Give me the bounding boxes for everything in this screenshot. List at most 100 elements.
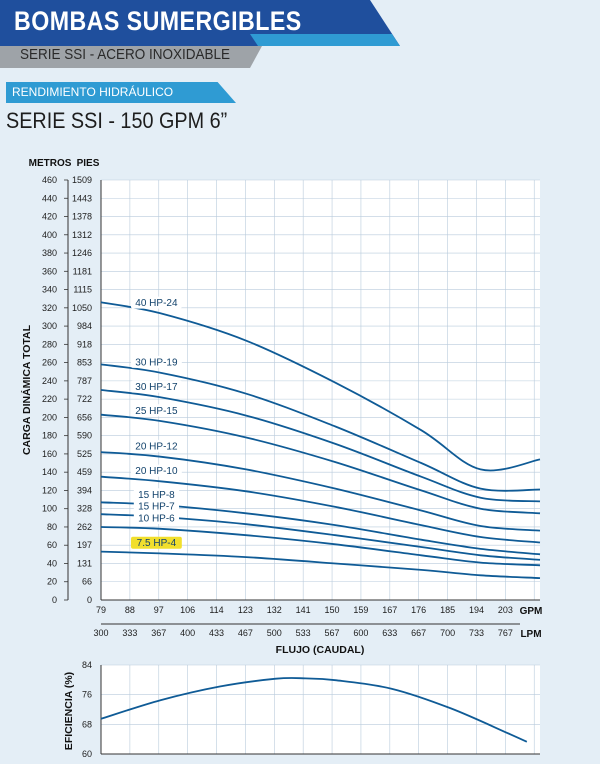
curve-label: 20 HP-10 [135,466,178,477]
y-tick-label-ft: 787 [77,376,92,386]
x-unit-gpm: GPM [520,606,543,617]
y-tick-label-ft: 590 [77,431,92,441]
y-tick-label-ft: 656 [77,412,92,422]
pump-curves: 40 HP-24 30 HP-19 30 HP-17 25 HP-15 20 HP-12… [100,296,541,579]
x-tick-label-gpm: 123 [238,605,253,615]
y-tick-label-ft: 0 [87,595,92,605]
x-tick-label-gpm: 176 [411,605,426,615]
x-tick-label-lpm: 400 [180,628,195,638]
y-tick-label-m: 420 [42,212,57,222]
y-tick-label-ft: 1115 [73,285,92,295]
y-tick-label-m: 360 [42,266,57,276]
header-banner: BOMBAS SUMERGIBLES SERIE SSI - ACERO INO… [0,0,600,70]
x-tick-label-lpm: 767 [498,628,513,638]
y-tick-label-ft: 1509 [72,175,92,185]
y-tick-label-ft: 1246 [72,248,92,258]
chart-title: SERIE SSI - 150 GPM 6” [6,108,228,133]
banner-shapes [0,0,400,68]
curve-label-bg [131,404,182,417]
curve-line [100,451,541,532]
y-tick-label-ft: 394 [77,485,92,495]
y-tick-label-ft: 131 [77,558,92,568]
y-tick-label-m: 140 [42,467,57,477]
x-tick-label-gpm: 97 [154,605,164,615]
x-tick-label-lpm: 567 [325,628,340,638]
y-unit-feet: PIES [77,158,100,169]
y-tick-label-m: 300 [42,321,57,331]
efficiency-curve [100,677,528,743]
y-tick-label-ft: 853 [77,358,92,368]
curve-label-bg [131,536,182,549]
y-tick-label-m: 340 [42,285,57,295]
curve-label-bg [133,512,180,525]
y-tick-label-m: 380 [42,248,57,258]
y-tick-label-m: 400 [42,230,57,240]
curve-label-bg [131,355,182,368]
x-tick-label-lpm: 700 [440,628,455,638]
y-tick-label-ft: 328 [77,504,92,514]
series-subtitle: SERIE SSI - ACERO INOXIDABLE [20,46,231,63]
curve-line [100,301,541,472]
curve-line [100,550,541,579]
x-unit-lpm: LPM [520,629,541,640]
section-tab: RENDIMIENTO HIDRÁULICO [6,82,236,103]
efficiency-axis-title: EFICIENCIA (%) [63,672,75,750]
curve-label: 40 HP-24 [135,298,178,309]
curve-label: 30 HP-19 [135,357,178,368]
y-tick-label-m: 100 [42,504,57,514]
x-tick-label-lpm: 733 [469,628,484,638]
y-tick-label-m: 460 [42,175,57,185]
x-tick-label-lpm: 600 [353,628,368,638]
curve-label: 20 HP-12 [135,441,178,452]
x-tick-label-gpm: 203 [498,605,513,615]
curve-line [100,363,541,492]
x-tick-label-lpm: 633 [382,628,397,638]
y-tick-label-m: 280 [42,339,57,349]
x-tick-label-lpm: 433 [209,628,224,638]
curve-line [100,475,541,544]
y-tick-label-m: 180 [42,431,57,441]
efficiency-tick-label: 68 [82,719,92,729]
y-tick-label-ft: 918 [77,339,92,349]
x-tick-label-gpm: 79 [96,605,106,615]
curve-label-bg [131,380,182,393]
efficiency-grid [101,664,540,754]
x-axis-title: FLUJO (CAUDAL) [276,644,365,656]
y-tick-label-ft: 66 [82,577,92,587]
x-tick-label-gpm: 194 [469,605,484,615]
x-tick-label-lpm: 533 [296,628,311,638]
y-tick-label-ft: 722 [77,394,92,404]
y-tick-label-ft: 525 [77,449,92,459]
y-tick-label-m: 60 [47,540,57,550]
y-tick-label-ft: 262 [77,522,92,532]
y-tick-label-ft: 1181 [73,266,92,276]
efficiency-tick-label: 84 [82,660,92,670]
x-tick-label-gpm: 88 [125,605,135,615]
brand-title: BOMBAS SUMERGIBLES [14,6,302,36]
curve-label: 25 HP-15 [135,406,178,417]
x-tick-label-gpm: 132 [267,605,282,615]
y-tick-label-ft: 1443 [72,193,92,203]
x-tick-label-gpm: 114 [209,605,223,615]
banner-grey-band [0,46,262,68]
y-tick-label-m: 220 [42,394,57,404]
x-tick-label-gpm: 141 [296,605,311,615]
curve-label: 10 HP-6 [138,514,175,525]
banner-light-stripe [250,34,400,46]
x-tick-label-gpm: 185 [440,605,455,615]
y-tick-label-ft: 1378 [72,212,92,222]
y-tick-label-m: 440 [42,193,57,203]
y-tick-label-m: 260 [42,358,57,368]
x-tick-label-lpm: 500 [267,628,282,638]
y-tick-label-m: 20 [47,577,57,587]
efficiency-plot-area [101,665,540,754]
y-unit-meters: METROS [29,158,72,169]
y-tick-label-ft: 1312 [72,230,92,240]
curve-label: 30 HP-17 [135,382,178,393]
curve-label-bg [131,464,182,477]
curve-line [100,413,541,515]
curve-label-bg [133,488,180,501]
x-tick-label-gpm: 159 [353,605,368,615]
y-axis-title: CARGA DINÁMICA TOTAL [20,324,33,455]
